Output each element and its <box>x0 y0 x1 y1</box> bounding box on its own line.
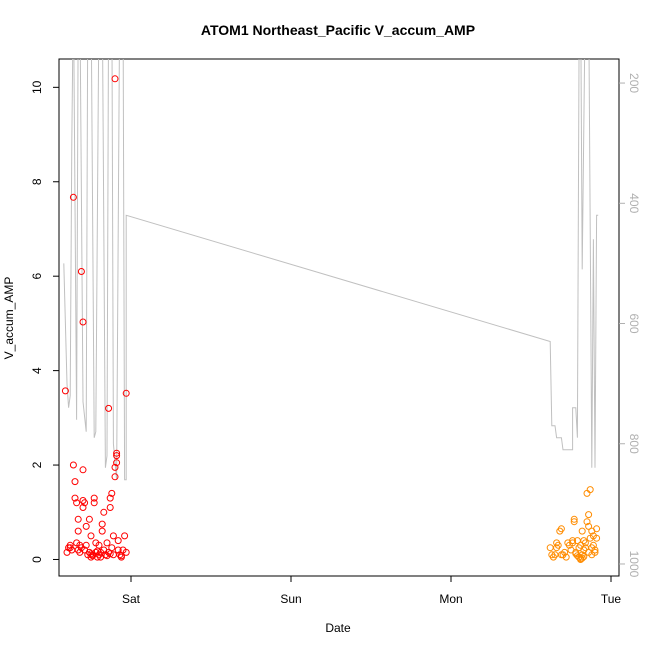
line-layer <box>63 59 599 481</box>
y-tick-label: 0 <box>30 556 44 563</box>
data-point-series-1 <box>121 532 129 540</box>
data-point-series-1 <box>122 389 130 397</box>
data-point-series-1 <box>111 75 119 83</box>
right-y-tick-label: 400 <box>627 193 641 213</box>
data-point-series-1 <box>74 527 82 535</box>
data-point-series-1 <box>66 544 74 552</box>
data-point-series-1 <box>74 546 82 554</box>
data-point-series-1 <box>73 499 81 507</box>
data-point-series-1 <box>61 387 69 395</box>
data-point-series-1 <box>69 193 77 201</box>
x-tick-label: Sat <box>122 592 141 606</box>
x-axis: Sat Sun Mon Tue <box>122 575 622 606</box>
data-point-series-1 <box>82 522 90 530</box>
x-tick-label: Tue <box>601 592 622 606</box>
data-point-series-2 <box>583 518 591 526</box>
data-point-series-1 <box>74 515 82 523</box>
data-point-series-1 <box>71 494 79 502</box>
data-point-series-1 <box>79 504 87 511</box>
data-point-series-1 <box>114 546 122 554</box>
y-axis-right: 200 400 600 800 1000 <box>619 73 641 578</box>
data-point-series-1 <box>106 494 114 502</box>
data-point-series-2 <box>588 544 596 552</box>
data-point-series-2 <box>580 553 588 561</box>
data-point-series-1 <box>85 515 93 523</box>
data-point-series-1 <box>79 466 87 474</box>
data-point-series-1 <box>122 548 130 556</box>
right-y-tick-label: 800 <box>627 434 641 454</box>
data-point-series-1 <box>90 494 98 502</box>
data-point-series-1 <box>69 461 77 469</box>
data-point-series-2 <box>561 548 569 556</box>
data-point-series-1 <box>105 404 113 412</box>
data-point-series-2 <box>562 553 570 561</box>
data-point-series-2 <box>572 550 580 558</box>
data-point-series-1 <box>114 537 122 545</box>
y-axis-label: V_accum_AMP <box>2 277 16 360</box>
data-point-series-2 <box>578 527 586 535</box>
data-point-series-2 <box>581 539 589 547</box>
right-y-tick-label: 600 <box>627 313 641 333</box>
data-point-series-2 <box>583 489 591 497</box>
y-tick-label: 8 <box>30 178 44 185</box>
data-point-series-2 <box>586 486 594 494</box>
data-point-series-2 <box>557 525 565 533</box>
data-point-series-2 <box>569 537 577 545</box>
data-point-series-1 <box>93 547 101 555</box>
data-point-series-2 <box>585 511 593 519</box>
data-point-series-1 <box>109 532 117 540</box>
data-point-series-1 <box>113 449 121 457</box>
data-point-series-1 <box>66 541 74 549</box>
data-point-series-2 <box>570 518 578 526</box>
data-point-series-2 <box>585 548 593 556</box>
data-point-series-1 <box>98 520 106 528</box>
data-point-series-2 <box>546 544 554 552</box>
data-point-series-1 <box>111 463 119 471</box>
data-point-series-1 <box>98 527 106 535</box>
y-axis: 0 2 4 6 8 10 <box>30 80 60 563</box>
data-point-series-1 <box>106 550 114 558</box>
x-tick-label: Mon <box>439 592 462 606</box>
data-point-series-2 <box>573 552 581 560</box>
data-point-series-1 <box>111 473 119 481</box>
depth-line <box>63 59 599 481</box>
data-point-series-1 <box>97 553 105 561</box>
data-point-series-1 <box>77 268 85 275</box>
data-point-series-1 <box>82 541 90 549</box>
data-point-series-2 <box>593 525 601 533</box>
y-tick-label: 10 <box>30 80 44 94</box>
x-tick-label: Sun <box>280 592 301 606</box>
data-point-series-1 <box>90 499 98 507</box>
data-point-series-1 <box>100 508 108 516</box>
data-point-series-1 <box>108 489 116 497</box>
data-point-series-1 <box>108 544 116 552</box>
data-point-series-1 <box>113 459 121 467</box>
right-y-tick-label: 200 <box>627 73 641 93</box>
data-point-series-1 <box>87 532 95 540</box>
data-point-series-1 <box>106 504 114 511</box>
data-point-series-2 <box>593 534 601 542</box>
data-point-series-2 <box>585 522 593 530</box>
plot-frame <box>58 58 620 577</box>
data-point-series-1 <box>117 552 125 560</box>
data-point-series-2 <box>554 541 562 549</box>
data-point-series-1 <box>113 452 121 460</box>
data-point-series-1 <box>89 552 97 560</box>
chart-title: ATOM1 Northeast_Pacific V_accum_AMP <box>201 22 475 38</box>
data-point-series-2 <box>570 515 578 523</box>
data-point-series-1 <box>79 318 87 326</box>
y-tick-label: 4 <box>30 367 44 374</box>
data-point-series-1 <box>71 478 79 486</box>
right-y-tick-label: 1000 <box>627 551 641 578</box>
x-axis-label: Date <box>325 621 351 635</box>
points-layer <box>61 75 601 563</box>
data-point-series-1 <box>81 499 89 507</box>
data-point-series-1 <box>103 539 111 547</box>
data-point-series-1 <box>87 550 95 558</box>
y-tick-label: 6 <box>30 273 44 280</box>
y-tick-label: 2 <box>30 461 44 468</box>
